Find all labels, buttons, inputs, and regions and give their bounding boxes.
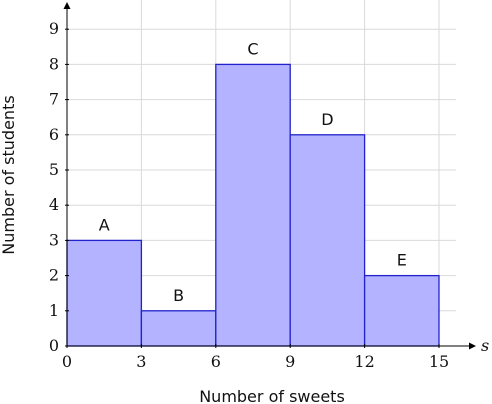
bar-label-C: C bbox=[247, 39, 258, 58]
bar-B bbox=[140, 310, 217, 347]
bar-label-E: E bbox=[397, 251, 407, 270]
axes bbox=[63, 2, 476, 350]
y-tick-4: 4 bbox=[49, 195, 59, 214]
y-tick-labels: 0 1 2 3 4 5 6 7 8 9 bbox=[49, 19, 69, 355]
x-axis-arrowhead bbox=[469, 342, 476, 350]
x-tick-12: 12 bbox=[354, 352, 374, 371]
y-tick-6: 6 bbox=[49, 125, 59, 144]
y-tick-9: 9 bbox=[49, 19, 59, 38]
y-tick-8: 8 bbox=[49, 54, 59, 73]
y-tick-0: 0 bbox=[49, 336, 59, 355]
x-tick-15: 15 bbox=[429, 352, 449, 371]
bar-E bbox=[363, 274, 440, 347]
y-tick-7: 7 bbox=[49, 90, 59, 109]
x-tick-6: 6 bbox=[211, 352, 221, 371]
bar-label-B: B bbox=[173, 286, 184, 305]
x-tick-labels: 0 3 6 9 12 15 bbox=[62, 344, 449, 371]
y-axis-arrowhead bbox=[63, 2, 71, 9]
bar-C bbox=[215, 63, 291, 347]
y-axis-label: Number of students bbox=[0, 95, 18, 254]
y-tick-1: 1 bbox=[49, 301, 59, 320]
bar-A bbox=[66, 239, 143, 347]
bars: A B C D E bbox=[66, 39, 440, 347]
bar-label-A: A bbox=[99, 215, 110, 234]
x-axis-label: Number of sweets bbox=[199, 387, 345, 404]
x-variable-label: s bbox=[481, 336, 489, 355]
y-tick-3: 3 bbox=[49, 230, 59, 249]
bar-D bbox=[289, 134, 366, 347]
x-tick-0: 0 bbox=[62, 352, 72, 371]
bar-label-D: D bbox=[321, 110, 333, 129]
x-tick-3: 3 bbox=[136, 352, 146, 371]
x-tick-9: 9 bbox=[285, 352, 295, 371]
y-tick-2: 2 bbox=[49, 266, 59, 285]
y-tick-5: 5 bbox=[49, 160, 59, 179]
